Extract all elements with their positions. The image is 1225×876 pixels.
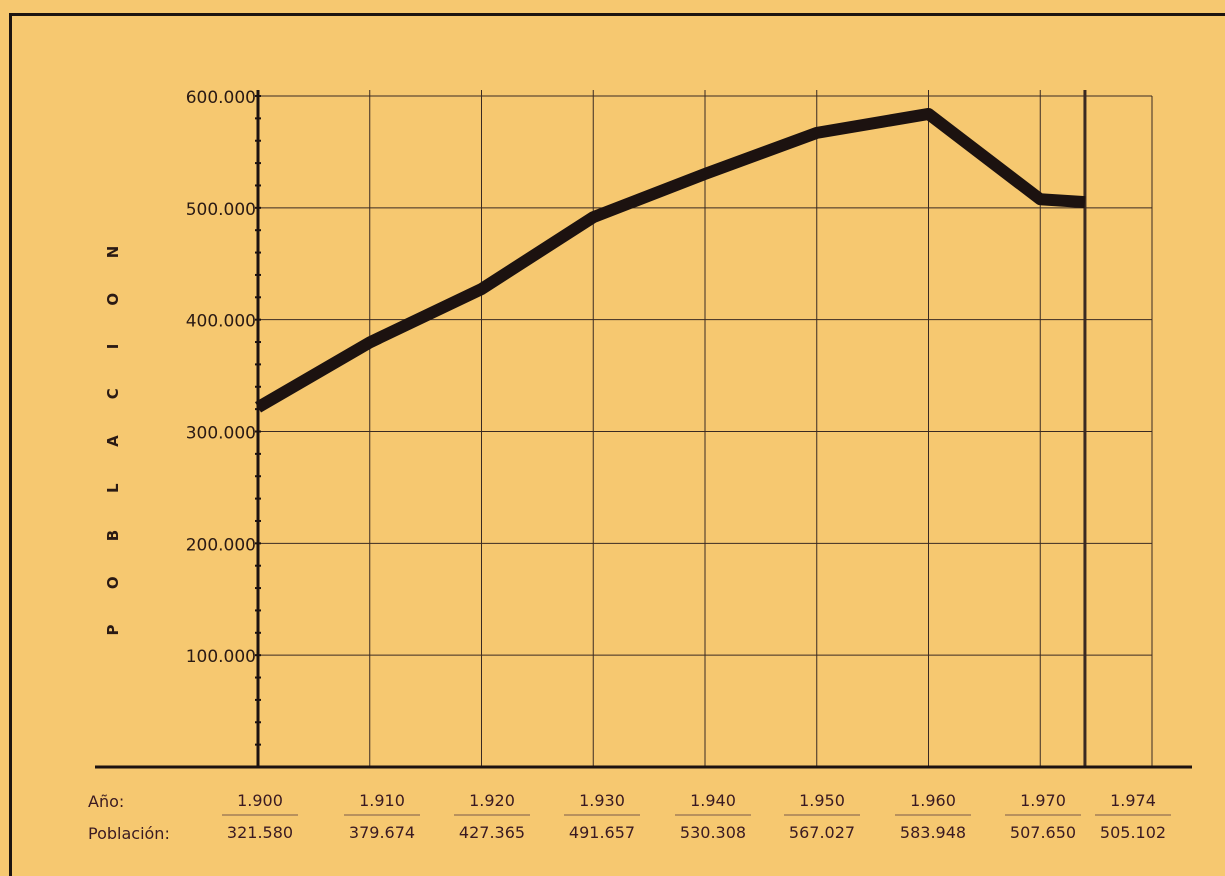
ylabel-letter: O <box>104 293 122 306</box>
y-tick-label: 400.000 <box>186 312 256 332</box>
data-label: 583.948 <box>900 823 966 842</box>
data-label: 379.674 <box>349 823 415 842</box>
data-label: 507.650 <box>1010 823 1076 842</box>
population-line <box>254 107 1086 413</box>
x-tick-label: 1.960 <box>910 791 956 810</box>
y-tick-label: 500.000 <box>186 200 256 220</box>
y-tick-label: 100.000 <box>186 647 256 667</box>
ylabel-letter: N <box>104 246 122 259</box>
data-label: 530.308 <box>680 823 746 842</box>
ylabel-letter: I <box>104 344 122 350</box>
ylabel-letter: L <box>104 483 122 493</box>
ylabel-letter: C <box>104 388 122 399</box>
data-label: 567.027 <box>789 823 855 842</box>
data-label: 321.580 <box>227 823 293 842</box>
x-tick-label: 1.974 <box>1110 791 1156 810</box>
y-tick-label: 200.000 <box>186 535 256 555</box>
data-label: 427.365 <box>459 823 525 842</box>
y-tick-label: 600.000 <box>186 88 256 108</box>
ylabel-letter: B <box>104 530 122 541</box>
table-row-label-population: Población: <box>88 824 170 843</box>
ylabel-letter: O <box>104 576 122 589</box>
data-label: 505.102 <box>1100 823 1166 842</box>
x-tick-label: 1.930 <box>579 791 625 810</box>
data-label: 491.657 <box>569 823 635 842</box>
ylabel-letter: A <box>104 435 122 447</box>
x-tick-label: 1.910 <box>359 791 405 810</box>
table-row-label-year: Año: <box>88 792 124 811</box>
x-tick-label: 1.950 <box>799 791 845 810</box>
x-tick-label: 1.970 <box>1020 791 1066 810</box>
x-tick-label: 1.940 <box>690 791 736 810</box>
y-tick-label: 300.000 <box>186 424 256 444</box>
x-tick-label: 1.900 <box>237 791 283 810</box>
x-tick-label: 1.920 <box>469 791 515 810</box>
chart-frame <box>9 13 1225 876</box>
ylabel-letter: P <box>104 625 122 636</box>
